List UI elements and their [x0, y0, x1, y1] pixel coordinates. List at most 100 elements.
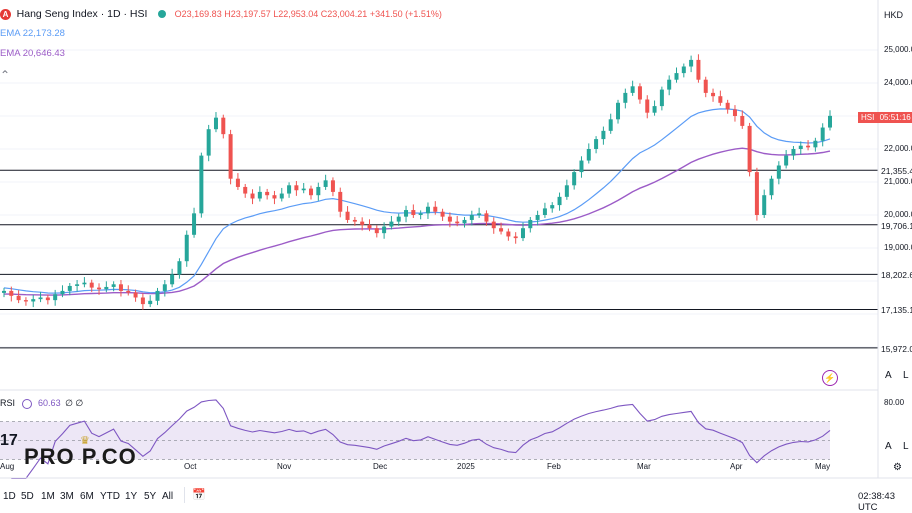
candle-body	[177, 261, 182, 275]
candle-body	[506, 231, 511, 237]
candle-body	[45, 297, 50, 301]
timeframe-5d[interactable]: 5D	[21, 491, 34, 502]
rsi-label: RSI	[0, 398, 16, 408]
candle-body	[330, 180, 335, 192]
rsi-extra: ∅ ∅	[65, 398, 84, 408]
symbol-badge[interactable]: A	[0, 9, 11, 20]
candle-body	[718, 96, 723, 103]
time-tick: Nov	[277, 462, 292, 471]
candle-body	[447, 216, 452, 222]
rsi-value: 60.63	[38, 398, 61, 408]
candle-body	[9, 290, 14, 296]
rsi-legend[interactable]: RSI 60.63 ∅ ∅	[0, 398, 83, 409]
candle-body	[711, 92, 716, 97]
rsi-upper-tick: 80.00	[884, 398, 905, 407]
candle-body	[60, 290, 65, 295]
candle-body	[572, 172, 577, 186]
collapse-legend-icon[interactable]: ⌃	[0, 68, 11, 82]
candle-body	[309, 188, 314, 196]
candle-body	[659, 89, 664, 107]
candle-body	[89, 282, 94, 288]
currency-label[interactable]: HKD	[884, 10, 904, 20]
tradingview-logo[interactable]: 17	[0, 432, 18, 449]
candle-body	[265, 191, 270, 196]
candle-body	[75, 284, 80, 286]
candle-body	[740, 116, 745, 126]
current-price-tag[interactable]: HSI 05:51:16	[858, 112, 912, 123]
rsi-pane	[0, 399, 831, 480]
candle-body	[689, 59, 694, 67]
timeframe-1d[interactable]: 1D	[3, 491, 16, 502]
candle-body	[776, 165, 781, 179]
candle-body	[126, 290, 131, 293]
candle-body	[23, 300, 28, 302]
ohlc-values: O23,169.83 H23,197.57 L22,953.04 C23,004…	[174, 9, 442, 19]
candle-body	[681, 66, 686, 74]
settings-icon[interactable]: ⚙	[893, 462, 902, 473]
candle-body	[250, 193, 255, 199]
candle-body	[338, 191, 343, 212]
candle-body	[703, 79, 708, 93]
candle-body	[235, 178, 240, 187]
utc-clock[interactable]: 02:38:43 UTC	[858, 491, 895, 513]
candle-body	[148, 300, 153, 305]
candle-body	[294, 185, 299, 191]
candle-body	[389, 221, 394, 227]
candle-body	[2, 290, 6, 293]
candle-body	[637, 86, 642, 100]
time-tick: Oct	[184, 462, 197, 471]
candle-body	[192, 213, 197, 235]
candle-body	[396, 216, 401, 222]
candle-body	[674, 73, 679, 80]
timeframe-ytd[interactable]: YTD	[100, 491, 120, 502]
auto-scale-button[interactable]: A	[885, 370, 892, 381]
timeframe-3m[interactable]: 3M	[60, 491, 74, 502]
candle-body	[82, 282, 87, 285]
flash-icon[interactable]: ⚡	[822, 370, 838, 386]
candle-body	[652, 106, 657, 113]
price-tick: 22,000.00	[884, 144, 912, 153]
candle-body	[762, 195, 767, 215]
support-resistance-lines	[0, 169, 878, 349]
candle-body	[608, 119, 613, 131]
timeframe-5y[interactable]: 5Y	[144, 491, 157, 502]
market-status-icon[interactable]	[158, 10, 167, 19]
candle-body	[287, 185, 292, 194]
crown-icon: ♛	[80, 435, 90, 447]
candle-body	[228, 134, 233, 179]
candle-body	[345, 211, 350, 220]
candle-body	[316, 186, 321, 196]
candle-body	[747, 125, 752, 173]
watermark-text: PRO P.CO	[24, 444, 137, 469]
rsi-log-scale-button[interactable]: L	[903, 441, 909, 452]
symbol-title[interactable]: Hang Seng Index · 1D · HSI	[16, 8, 148, 20]
candle-body	[31, 299, 36, 302]
timeframe-6m[interactable]: 6M	[80, 491, 94, 502]
candle-body	[360, 221, 365, 225]
candle-body	[469, 215, 474, 220]
candle-body	[462, 219, 467, 224]
candle-body	[301, 188, 306, 191]
price-tick: 19,000.00	[884, 243, 912, 252]
candle-body	[206, 129, 211, 156]
candle-body	[162, 284, 167, 291]
timeframe-1y[interactable]: 1Y	[125, 491, 138, 502]
candle-body	[53, 294, 58, 301]
ema-long-legend[interactable]: EMA 20,646.43	[0, 48, 65, 59]
candle-body	[118, 284, 123, 291]
rsi-settings-icon[interactable]	[21, 398, 32, 409]
timeframe-1m[interactable]: 1M	[41, 491, 55, 502]
timeframe-all[interactable]: All	[162, 491, 174, 502]
candle-body	[199, 155, 204, 214]
rsi-line	[11, 399, 831, 480]
candle-body	[623, 92, 628, 103]
rsi-auto-scale-button[interactable]: A	[885, 441, 892, 452]
date-range-icon[interactable]: 📅	[192, 489, 206, 501]
log-scale-button[interactable]: L	[903, 370, 909, 381]
ema-short-legend[interactable]: EMA 22,173.28	[0, 28, 65, 39]
toolbar-divider	[184, 487, 185, 503]
watermark-logo: PRO P.CO	[24, 444, 137, 470]
candle-body	[184, 234, 189, 262]
candle-body	[586, 149, 591, 161]
